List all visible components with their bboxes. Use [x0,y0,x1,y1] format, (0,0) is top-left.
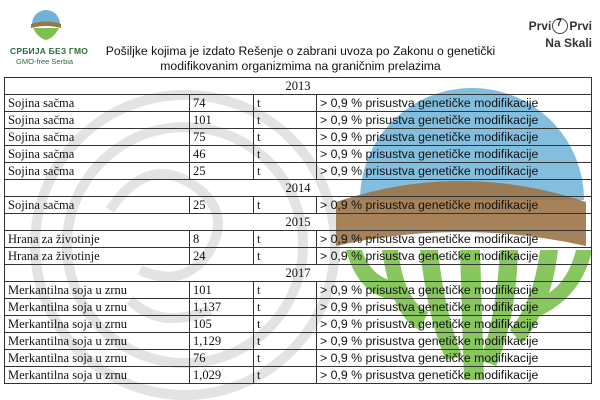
table-row: Sojina sačma 74 t > 0,9 % prisustva genetič… [4,94,592,112]
product-cell: Sojina sačma [4,128,190,146]
year-header-row: 2013 [4,77,592,95]
year-label: 2014 [4,179,592,197]
gmo-note-cell: > 0,9 % prisustva genetičke modifikacije [316,145,592,163]
table-row: Merkantilna soja u zrnu 1,129 t > 0,9 % pri… [4,332,592,350]
product-cell: Sojina sačma [4,111,190,129]
quantity-cell: 8 [189,230,254,248]
globe-logo-icon [31,10,61,40]
table-row: Sojina sačma 75 t > 0,9 % prisustva genetič… [4,128,592,146]
unit-cell: t [253,94,317,112]
unit-cell: t [253,162,317,180]
year-header-row: 2017 [4,264,592,282]
table-row: Merkantilna soja u zrnu 1,137 t > 0,9 % pri… [4,298,592,316]
unit-cell: t [253,128,317,146]
year-label: 2013 [4,77,592,95]
product-cell: Sojina sačma [4,162,190,180]
product-cell: Merkantilna soja u zrnu [4,298,190,316]
unit-cell: t [253,111,317,129]
unit-cell: t [253,366,317,384]
unit-cell: t [253,230,317,248]
product-cell: Merkantilna soja u zrnu [4,349,190,367]
gmo-note-cell: > 0,9 % prisustva genetičke modifikacije [316,332,592,350]
year-header-row: 2015 [4,213,592,231]
quantity-cell: 101 [189,281,254,299]
product-cell: Sojina sačma [4,94,190,112]
gmo-note-cell: > 0,9 % prisustva genetičke modifikacije [316,281,592,299]
table-row: Merkantilna soja u zrnu 76 t > 0,9 % prisus… [4,349,592,367]
unit-cell: t [253,196,317,214]
quantity-cell: 75 [189,128,254,146]
prvi-na-skali-logo: Prvi Prvi Na Skali [510,18,592,58]
year-label: 2017 [4,264,592,282]
table-row: Sojina sačma 25 t > 0,9 % prisustva genetič… [4,196,592,214]
unit-cell: t [253,145,317,163]
quantity-cell: 25 [189,196,254,214]
gmo-note-cell: > 0,9 % prisustva genetičke modifikacije [316,366,592,384]
year-label: 2015 [4,213,592,231]
product-cell: Hrana za životinje [4,247,190,265]
table-row: Merkantilna soja u zrnu 105 t > 0,9 % prisu… [4,315,592,333]
product-cell: Sojina sačma [4,196,190,214]
quantity-cell: 1,029 [189,366,254,384]
seven-badge-icon [552,18,569,34]
quantity-cell: 101 [189,111,254,129]
gmo-note-cell: > 0,9 % prisustva genetičke modifikacije [316,298,592,316]
table-row: Sojina sačma 46 t > 0,9 % prisustva genetič… [4,145,592,163]
table-row: Merkantilna soja u zrnu 101 t > 0,9 % prisu… [4,281,592,299]
quantity-cell: 1,137 [189,298,254,316]
gmo-shipments-table: 2013 Sojina sačma 74 t > 0,9 % prisustva gen… [4,77,592,384]
unit-cell: t [253,247,317,265]
logo-right-word-right: Prvi [569,19,592,33]
unit-cell: t [253,298,317,316]
table-row: Merkantilna soja u zrnu 1,029 t > 0,9 % pri… [4,366,592,384]
quantity-cell: 25 [189,162,254,180]
gmo-note-cell: > 0,9 % prisustva genetičke modifikacije [316,128,592,146]
product-cell: Merkantilna soja u zrnu [4,366,190,384]
document-header: СРБИЈА БЕЗ ГМО GMO-free Serbia Pošiljke … [0,0,600,78]
product-cell: Merkantilna soja u zrnu [4,332,190,350]
product-cell: Merkantilna soja u zrnu [4,281,190,299]
quantity-cell: 46 [189,145,254,163]
gmo-note-cell: > 0,9 % prisustva genetičke modifikacije [316,349,592,367]
unit-cell: t [253,332,317,350]
product-cell: Hrana za životinje [4,230,190,248]
gmo-note-cell: > 0,9 % prisustva genetičke modifikacije [316,162,592,180]
gmo-free-serbia-logo: СРБИЈА БЕЗ ГМО GMO-free Serbia [10,6,90,72]
logo-text-cyrillic: СРБИЈА БЕЗ ГМО [10,46,89,56]
product-cell: Merkantilna soja u zrnu [4,315,190,333]
quantity-cell: 74 [189,94,254,112]
table-row: Sojina sačma 101 t > 0,9 % prisustva geneti… [4,111,592,129]
gmo-note-cell: > 0,9 % prisustva genetičke modifikacije [316,230,592,248]
unit-cell: t [253,315,317,333]
gmo-note-cell: > 0,9 % prisustva genetičke modifikacije [316,196,592,214]
product-cell: Sojina sačma [4,145,190,163]
page-title: Pošiljke kojima je izdato Rešenje o zabr… [105,44,496,73]
logo-text-latin: GMO-free Serbia [16,57,74,66]
table-row: Sojina sačma 25 t > 0,9 % prisustva genetič… [4,162,592,180]
unit-cell: t [253,281,317,299]
logo-right-word-left: Prvi [528,19,552,33]
gmo-note-cell: > 0,9 % prisustva genetičke modifikacije [316,315,592,333]
quantity-cell: 105 [189,315,254,333]
quantity-cell: 1,129 [189,332,254,350]
year-header-row: 2014 [4,179,592,197]
gmo-note-cell: > 0,9 % prisustva genetičke modifikacije [316,111,592,129]
gmo-note-cell: > 0,9 % prisustva genetičke modifikacije [316,247,592,265]
quantity-cell: 24 [189,247,254,265]
logo-right-subtitle: Na Skali [545,36,592,50]
gmo-note-cell: > 0,9 % prisustva genetičke modifikacije [316,94,592,112]
quantity-cell: 76 [189,349,254,367]
table-row: Hrana za životinje 8 t > 0,9 % prisustva ge… [4,230,592,248]
table-row: Hrana za životinje 24 t > 0,9 % prisustva g… [4,247,592,265]
unit-cell: t [253,349,317,367]
